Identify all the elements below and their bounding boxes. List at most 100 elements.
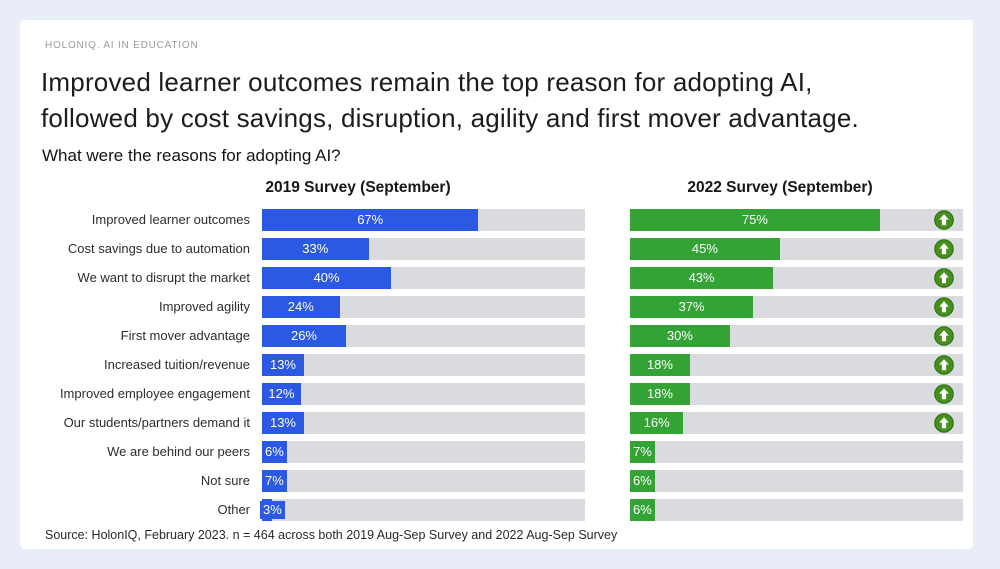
chart-row: Not sure 7% 6% (20, 470, 973, 492)
value-label: 26% (290, 328, 317, 343)
bar-track-2022: 6% (630, 499, 963, 521)
bar-track-2022: 30% (630, 325, 963, 347)
bar-track-2019: 3% (260, 499, 585, 521)
increase-arrow-icon (934, 326, 954, 346)
bar-track-2019: 40% (262, 267, 585, 289)
category-label: Improved agility (158, 299, 250, 314)
category-label: Not sure (200, 473, 250, 488)
bar-track-2022: 45% (630, 238, 963, 260)
increase-arrow-icon (934, 239, 954, 259)
bar-track-2022: 18% (630, 383, 963, 405)
source-note: Source: HolonIQ, February 2023. n = 464 … (45, 528, 618, 542)
value-label: 45% (691, 241, 718, 256)
column-gap (585, 470, 630, 492)
value-label: 37% (678, 299, 705, 314)
bar-track-2022: 43% (630, 267, 963, 289)
bar-2022: 43% (630, 267, 774, 289)
page-title-line-1: Improved learner outcomes remain the top… (41, 67, 813, 97)
column-gap (585, 499, 630, 521)
bar-track-2019: 7% (262, 470, 585, 492)
column-gap (585, 354, 630, 376)
bar-track-2019: 67% (262, 209, 585, 231)
value-label: 13% (269, 415, 296, 430)
bar-track-2019: 12% (262, 383, 585, 405)
chart-row: We are behind our peers 6% 7% (20, 441, 973, 463)
bar-track-2022: 16% (630, 412, 963, 434)
page-title-line-2: followed by cost savings, disruption, ag… (41, 103, 859, 133)
bar-2022: 37% (630, 296, 754, 318)
value-label: 12% (268, 386, 295, 401)
value-label: 43% (688, 270, 715, 285)
bar-2022: 30% (630, 325, 730, 347)
value-label: 6% (262, 441, 287, 463)
column-gap (585, 383, 630, 405)
category-label: Cost savings due to automation (67, 241, 250, 256)
bar-track-2022: 7% (630, 441, 963, 463)
value-label: 6% (630, 470, 655, 492)
value-label: 3% (260, 501, 285, 519)
bar-2019: 26% (262, 325, 346, 347)
chart-row: We want to disrupt the market 40% 43% (20, 267, 973, 289)
column-gap (585, 209, 630, 231)
category-label: Improved learner outcomes (91, 212, 250, 227)
comparison-bar-chart: 2019 Survey (September) 2022 Survey (Sep… (20, 179, 973, 521)
chart-row: Other 3% 6% (20, 499, 973, 521)
report-card: HOLONIQ. AI IN EDUCATION Improved learne… (20, 20, 973, 549)
value-label: 33% (302, 241, 329, 256)
bar-2019: 12% (262, 383, 301, 405)
value-label: 6% (630, 499, 655, 521)
chart-row: First mover advantage 26% 30% (20, 325, 973, 347)
category-label: Improved employee engagement (59, 386, 250, 401)
increase-arrow-icon (934, 355, 954, 375)
increase-arrow-icon (934, 297, 954, 317)
chart-row: Improved agility 24% 37% (20, 296, 973, 318)
category-label: Our students/partners demand it (63, 415, 250, 430)
bar-track-2022: 75% (630, 209, 963, 231)
column-header-2019: 2019 Survey (September) (265, 179, 451, 196)
chart-rows: Improved learner outcomes 67% 75% Cost sav… (20, 209, 973, 521)
column-gap (585, 325, 630, 347)
column-gap (585, 412, 630, 434)
bar-2022: 75% (630, 209, 880, 231)
value-label: 67% (357, 212, 384, 227)
bar-2019: 67% (262, 209, 479, 231)
value-label: 7% (262, 470, 287, 492)
bar-2019: 24% (262, 296, 340, 318)
increase-arrow-icon (934, 413, 954, 433)
value-label: 7% (630, 441, 655, 463)
increase-arrow-icon (934, 210, 954, 230)
bar-track-2022: 6% (630, 470, 963, 492)
value-label: 13% (269, 357, 296, 372)
bar-track-2019: 13% (262, 354, 585, 376)
question-subtitle: What were the reasons for adopting AI? (42, 146, 341, 165)
bar-track-2019: 33% (262, 238, 585, 260)
value-label: 18% (646, 386, 673, 401)
bar-track-2019: 24% (262, 296, 585, 318)
bar-2022: 45% (630, 238, 780, 260)
category-label: First mover advantage (120, 328, 250, 343)
value-label: 75% (741, 212, 768, 227)
column-gap (585, 296, 630, 318)
bar-2019: 13% (262, 354, 304, 376)
value-label: 40% (313, 270, 340, 285)
bar-2022: 18% (630, 383, 690, 405)
bar-2019: 33% (262, 238, 369, 260)
increase-arrow-icon (934, 268, 954, 288)
chart-row: Increased tuition/revenue 13% 18% (20, 354, 973, 376)
bar-track-2019: 6% (262, 441, 585, 463)
category-label: Increased tuition/revenue (104, 357, 250, 372)
page-title: Improved learner outcomes remain the top… (41, 64, 973, 136)
bar-2022: 18% (630, 354, 690, 376)
value-label: 18% (646, 357, 673, 372)
bar-track-2022: 18% (630, 354, 963, 376)
bar-track-2019: 26% (262, 325, 585, 347)
increase-arrow-icon (934, 384, 954, 404)
bar-2022: 16% (630, 412, 684, 434)
category-label: We want to disrupt the market (77, 270, 250, 285)
bar-track-2019: 13% (262, 412, 585, 434)
column-gap (585, 238, 630, 260)
chart-row: Cost savings due to automation 33% 45% (20, 238, 973, 260)
bar-2019: 40% (262, 267, 392, 289)
column-headers: 2019 Survey (September) 2022 Survey (Sep… (20, 179, 973, 209)
category-label: Other (217, 502, 250, 517)
